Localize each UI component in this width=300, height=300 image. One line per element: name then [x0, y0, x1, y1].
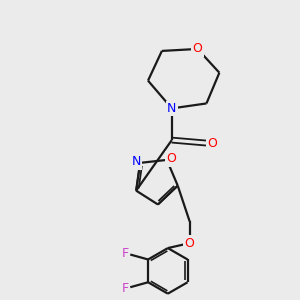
Text: O: O [193, 42, 202, 56]
Text: F: F [122, 247, 129, 260]
Text: O: O [185, 237, 195, 250]
Text: F: F [122, 282, 129, 295]
Text: O: O [166, 152, 176, 165]
Text: O: O [208, 136, 218, 150]
Text: N: N [167, 102, 176, 115]
Text: N: N [131, 155, 141, 168]
